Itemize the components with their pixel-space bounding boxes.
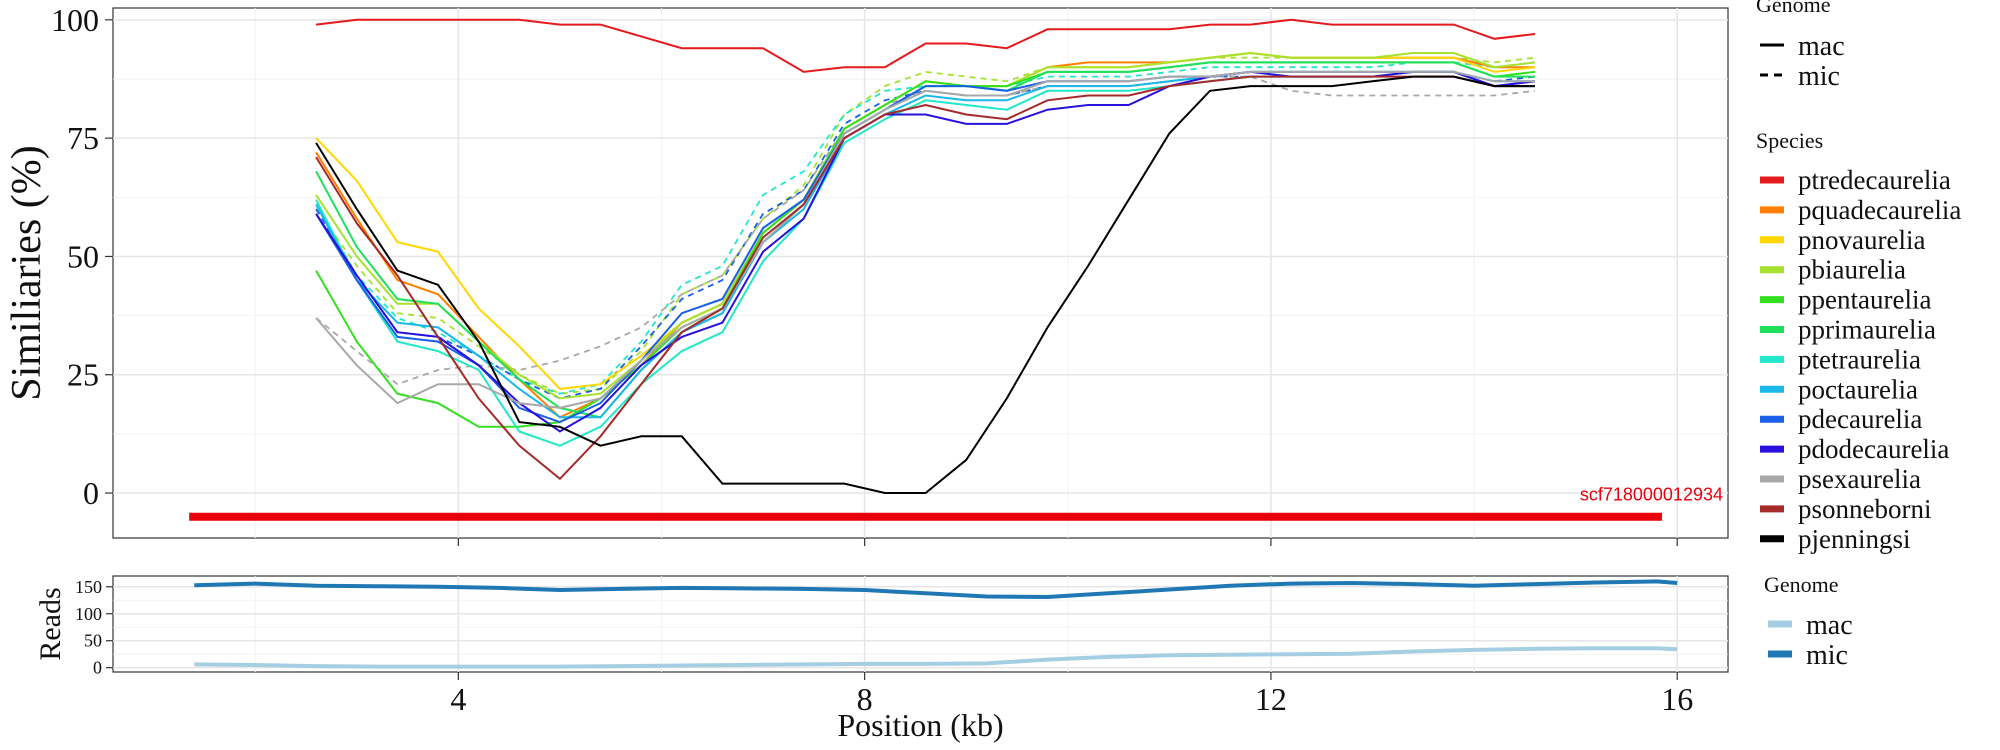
reads-line-mic bbox=[194, 579, 1678, 600]
y-tick-label: 150 bbox=[75, 577, 102, 597]
series-line-ptredecaurelia-mac bbox=[315, 18, 1536, 73]
reads-plot-area bbox=[112, 575, 1729, 673]
y-tick-label: 100 bbox=[75, 604, 102, 624]
legend-label-psexaurelia: psexaurelia bbox=[1798, 464, 1921, 494]
scaffold-label: scf718000012934 bbox=[1580, 485, 1723, 505]
similarity-panel: 0 25 50 75 100 Similiaries (%) scf718000012934 bbox=[4, 2, 1729, 546]
legend-label-pdecaurelia: pdecaurelia bbox=[1798, 404, 1922, 434]
legend-reads-label-mac: mac bbox=[1806, 610, 1853, 641]
legend-label-pprimaurelia: pprimaurelia bbox=[1798, 315, 1936, 345]
y-tick-label: 0 bbox=[93, 658, 102, 678]
legend-label-pbiaurelia: pbiaurelia bbox=[1798, 255, 1906, 285]
y-axis-title: Similiaries (%) bbox=[4, 145, 50, 400]
y-tick-label: 50 bbox=[67, 238, 99, 274]
reads-line-mac bbox=[194, 646, 1678, 669]
y-tick-label: 50 bbox=[84, 631, 102, 651]
x-tick-label: 8 bbox=[857, 681, 873, 717]
x-tick-label: 12 bbox=[1255, 681, 1287, 717]
legend-label-ptredecaurelia: ptredecaurelia bbox=[1798, 165, 1951, 195]
y-tick-label: 75 bbox=[67, 120, 99, 156]
legends: GenomemacmicSpeciesptredecaureliapquadec… bbox=[1756, 0, 1961, 671]
series-line-psonneborni-mac bbox=[315, 75, 1535, 481]
y-tick-label: 100 bbox=[51, 2, 99, 38]
legend-label-pquadecaurelia: pquadecaurelia bbox=[1798, 195, 1961, 225]
legend-genome-title: Genome bbox=[1756, 0, 1831, 17]
legend-label-pnovaurelia: pnovaurelia bbox=[1798, 225, 1925, 255]
legend-label-ppentaurelia: ppentaurelia bbox=[1798, 285, 1931, 315]
y-tick-label: 25 bbox=[67, 357, 99, 393]
x-tick-label: 4 bbox=[450, 681, 466, 717]
legend-label-poctaurelia: poctaurelia bbox=[1798, 374, 1918, 404]
reads-panel: 0 50 100 150 4 8 12 16 Reads Position (kb) bbox=[34, 575, 1729, 743]
series-line-psexaurelia-mac bbox=[315, 70, 1535, 409]
legend-label-mac: mac bbox=[1798, 31, 1845, 62]
legend-label-ptetraurelia: ptetraurelia bbox=[1798, 344, 1921, 374]
legend-label-pjenningsi: pjenningsi bbox=[1798, 524, 1911, 554]
legend-reads-title: Genome bbox=[1764, 572, 1839, 597]
legend-label-psonneborni: psonneborni bbox=[1798, 494, 1931, 524]
reads-y-axis-title: Reads bbox=[34, 587, 67, 660]
x-tick-label: 16 bbox=[1661, 681, 1693, 717]
legend-label-pdodecaurelia: pdodecaurelia bbox=[1798, 434, 1949, 464]
legend-reads-label-mic: mic bbox=[1806, 640, 1848, 671]
legend-species-title: Species bbox=[1756, 128, 1823, 153]
y-tick-label: 0 bbox=[83, 475, 99, 511]
series-line-pjenningsi-mac bbox=[315, 75, 1535, 494]
legend-label-mic: mic bbox=[1798, 61, 1840, 92]
x-axis-title: Position (kb) bbox=[837, 707, 1003, 743]
